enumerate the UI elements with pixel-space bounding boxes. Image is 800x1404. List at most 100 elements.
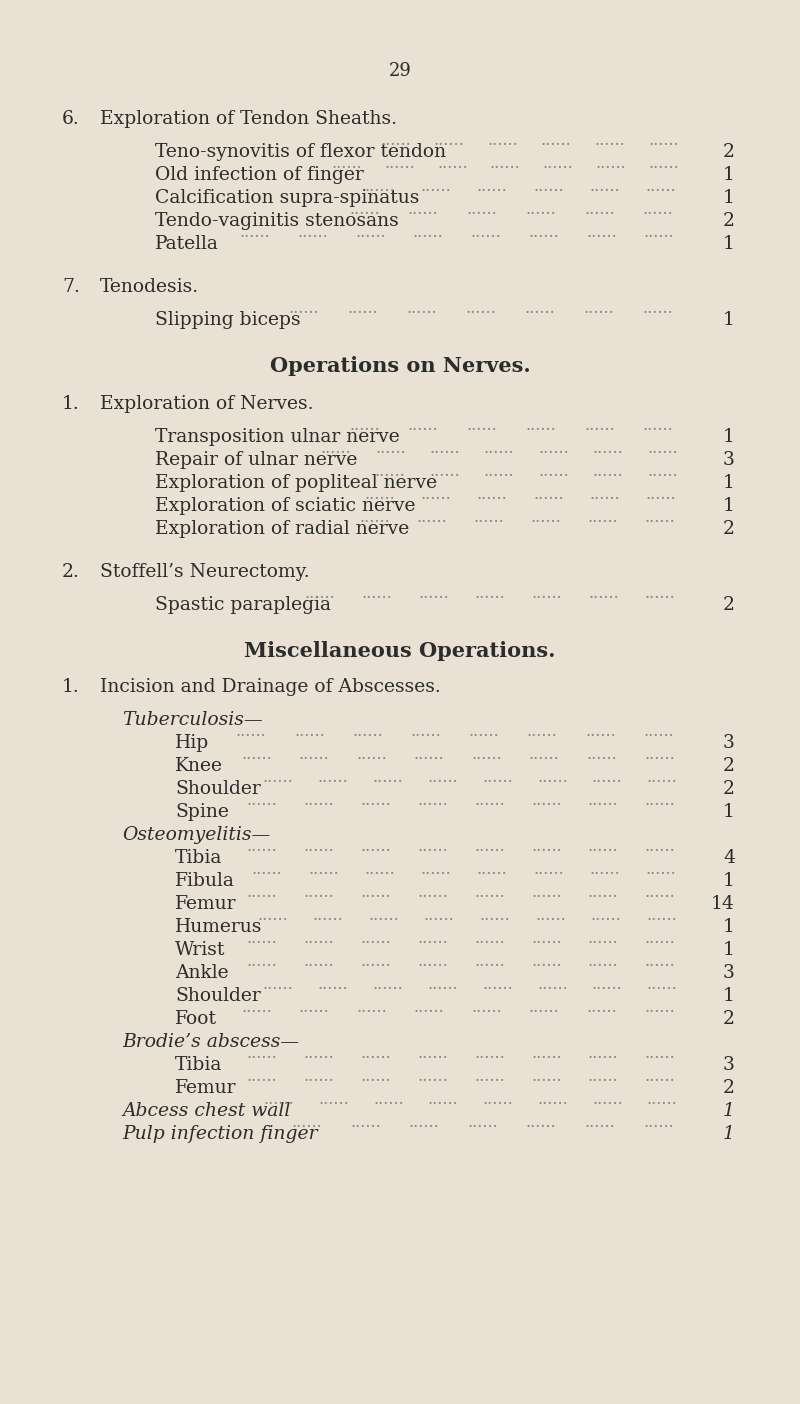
Text: ......: ......	[474, 929, 505, 948]
Text: Humerus: Humerus	[175, 918, 262, 936]
Text: ......: ......	[360, 885, 391, 901]
Text: ......: ......	[531, 929, 562, 948]
Text: ......: ......	[526, 1113, 557, 1132]
Text: ......: ......	[318, 769, 348, 786]
Text: ......: ......	[644, 1000, 675, 1016]
Text: ......: ......	[474, 1045, 505, 1061]
Text: ......: ......	[646, 486, 676, 503]
Text: ......: ......	[364, 861, 395, 878]
Text: ......: ......	[588, 838, 618, 855]
Text: ......: ......	[414, 746, 445, 762]
Text: ......: ......	[474, 1068, 505, 1085]
Text: ......: ......	[427, 976, 458, 993]
Text: ......: ......	[593, 463, 623, 480]
Text: ......: ......	[418, 1068, 448, 1085]
Text: ......: ......	[646, 976, 678, 993]
Text: ......: ......	[487, 132, 518, 149]
Text: ......: ......	[374, 1091, 404, 1108]
Text: ......: ......	[299, 746, 330, 762]
Text: ......: ......	[428, 1091, 458, 1108]
Text: Osteomyelitis—: Osteomyelitis—	[122, 826, 270, 844]
Text: 3: 3	[723, 451, 735, 469]
Text: ......: ......	[528, 225, 559, 241]
Text: ......: ......	[649, 154, 679, 173]
Text: ......: ......	[246, 1068, 278, 1085]
Text: ......: ......	[421, 861, 451, 878]
Text: ......: ......	[303, 953, 334, 970]
Text: ......: ......	[543, 154, 574, 173]
Text: Teno-synovitis of flexor tendon: Teno-synovitis of flexor tendon	[155, 143, 446, 161]
Text: ......: ......	[588, 1045, 618, 1061]
Text: ......: ......	[592, 1091, 623, 1108]
Text: ......: ......	[242, 746, 272, 762]
Text: ......: ......	[479, 907, 510, 924]
Text: 3: 3	[723, 1056, 735, 1074]
Text: ......: ......	[596, 154, 626, 173]
Text: ......: ......	[644, 746, 675, 762]
Text: Tibia: Tibia	[175, 1056, 222, 1074]
Text: ......: ......	[409, 1113, 439, 1132]
Text: ......: ......	[350, 1113, 381, 1132]
Text: Calcification supra-spinatus: Calcification supra-spinatus	[155, 190, 419, 206]
Text: 1: 1	[723, 918, 735, 936]
Text: ......: ......	[530, 510, 562, 526]
Text: ......: ......	[526, 201, 556, 218]
Text: ......: ......	[331, 154, 362, 173]
Text: ......: ......	[531, 885, 562, 901]
Text: ......: ......	[410, 723, 442, 740]
Text: ......: ......	[526, 417, 556, 434]
Text: ......: ......	[246, 838, 278, 855]
Text: ......: ......	[594, 132, 625, 149]
Text: ......: ......	[471, 746, 502, 762]
Text: ......: ......	[586, 225, 617, 241]
Text: 2: 2	[723, 757, 735, 775]
Text: ......: ......	[531, 1068, 562, 1085]
Text: ......: ......	[418, 929, 448, 948]
Text: ......: ......	[375, 463, 406, 480]
Text: 2: 2	[723, 597, 735, 614]
Text: Exploration of radial nerve: Exploration of radial nerve	[155, 519, 410, 538]
Text: ......: ......	[587, 510, 618, 526]
Text: Knee: Knee	[175, 757, 223, 775]
Text: 1: 1	[723, 941, 735, 959]
Text: ......: ......	[262, 976, 294, 993]
Text: ......: ......	[584, 300, 614, 317]
Text: ......: ......	[474, 792, 505, 809]
Text: ......: ......	[533, 861, 564, 878]
Text: ......: ......	[384, 154, 415, 173]
Text: 1: 1	[723, 312, 735, 329]
Text: ......: ......	[418, 885, 448, 901]
Text: ......: ......	[590, 861, 620, 878]
Text: ......: ......	[246, 885, 278, 901]
Text: ......: ......	[239, 225, 270, 241]
Text: ......: ......	[303, 1045, 334, 1061]
Text: ......: ......	[531, 953, 562, 970]
Text: ......: ......	[533, 178, 564, 195]
Text: Femur: Femur	[175, 894, 237, 913]
Text: 7.: 7.	[62, 278, 80, 296]
Text: 2: 2	[723, 781, 735, 797]
Text: Foot: Foot	[175, 1009, 217, 1028]
Text: ......: ......	[360, 953, 391, 970]
Text: ......: ......	[373, 976, 403, 993]
Text: Transposition ulnar nerve: Transposition ulnar nerve	[155, 428, 400, 446]
Text: ......: ......	[588, 885, 618, 901]
Text: ......: ......	[262, 769, 294, 786]
Text: 1.: 1.	[62, 395, 80, 413]
Text: ......: ......	[531, 1045, 562, 1061]
Text: ......: ......	[646, 769, 678, 786]
Text: ......: ......	[471, 1000, 502, 1016]
Text: ......: ......	[529, 746, 560, 762]
Text: ......: ......	[246, 929, 278, 948]
Text: ......: ......	[537, 769, 568, 786]
Text: ......: ......	[646, 907, 677, 924]
Text: ......: ......	[531, 838, 562, 855]
Text: 1: 1	[723, 872, 735, 890]
Text: ......: ......	[356, 746, 387, 762]
Text: ......: ......	[482, 769, 513, 786]
Text: ......: ......	[538, 1091, 568, 1108]
Text: ......: ......	[421, 178, 451, 195]
Text: ......: ......	[477, 178, 508, 195]
Text: ......: ......	[418, 838, 448, 855]
Text: ......: ......	[590, 907, 622, 924]
